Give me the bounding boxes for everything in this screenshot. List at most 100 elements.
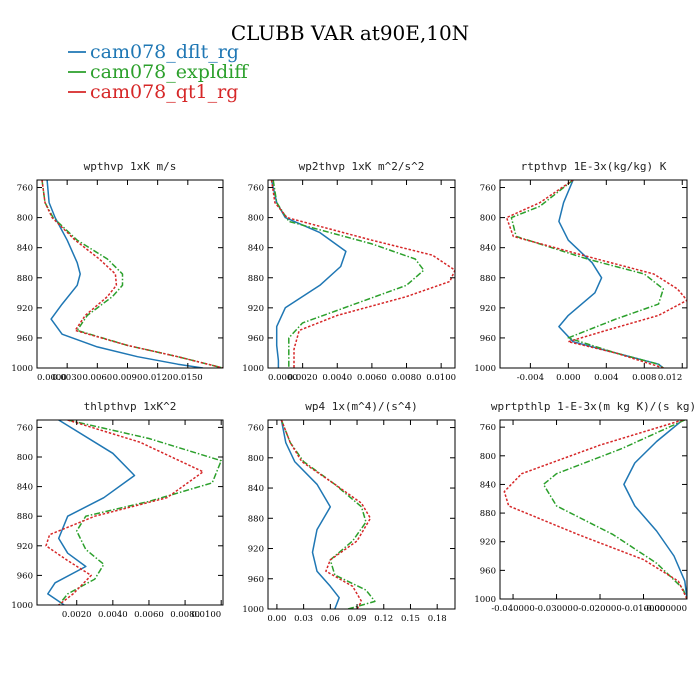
series-line-4-1 xyxy=(280,420,376,609)
panel-0: wpthvp 1xK m/s 760 800 840 880 920 960 1000 0.00… xyxy=(11,160,224,383)
xtick-label-3-2: 0.0060 xyxy=(134,610,164,620)
ytick-label-2-5: 960 xyxy=(480,334,496,344)
ytick-label-3-2: 840 xyxy=(17,483,33,493)
series-line-3-1 xyxy=(58,420,222,605)
ytick-label-5-6: 1000 xyxy=(474,595,496,605)
series-line-3-0 xyxy=(47,420,136,605)
xtick-label-5-2: -0.020000 xyxy=(578,604,621,614)
series-line-2-0 xyxy=(558,180,664,368)
plot-frame-4 xyxy=(267,419,456,610)
panel-title-4: wp4 1x(m^4)/(s^4) xyxy=(305,400,418,413)
xtick-label-1-2: 0.0040 xyxy=(322,373,352,383)
series-line-5-0 xyxy=(623,420,687,599)
xtick-label-0-4: 0.0120 xyxy=(143,373,173,383)
xtick-label-5-4: -0.000000 xyxy=(644,604,687,614)
ytick-label-3-5: 960 xyxy=(17,571,33,581)
ytick-label-4-2: 840 xyxy=(248,484,264,494)
ytick-label-3-0: 760 xyxy=(17,423,33,433)
xtick-label-4-6: 0.18 xyxy=(428,614,447,624)
series-line-0-2 xyxy=(41,180,223,368)
ytick-label-2-6: 1000 xyxy=(474,364,496,374)
xtick-label-1-1: 0.0020 xyxy=(288,373,318,383)
panel-title-5: wprtpthlp 1-E-3x(m kg K)/(s kg) xyxy=(491,400,696,413)
xtick-label-3-1: 0.0040 xyxy=(98,610,128,620)
panel-1: wp2thvp 1xK m^2/s^2 760 800 840 880 920 960 100… xyxy=(242,160,456,383)
ytick-label-3-6: 1000 xyxy=(11,601,33,611)
xtick-label-1-0: 0.0000 xyxy=(268,373,298,383)
series-line-4-2 xyxy=(280,420,372,609)
panel-title-2: rtpthvp 1E-3x(kg/kg) K xyxy=(521,160,667,173)
legend: cam078_dflt_rgcam078_expldiffcam078_qt1_… xyxy=(68,41,249,103)
ytick-label-4-0: 760 xyxy=(248,424,264,434)
xtick-label-0-0: 0.0000 xyxy=(37,373,67,383)
ytick-label-4-4: 920 xyxy=(248,545,264,555)
xtick-label-5-1: -0.030000 xyxy=(535,604,578,614)
ytick-label-0-4: 920 xyxy=(17,304,33,314)
ytick-label-3-4: 920 xyxy=(17,542,33,552)
ytick-label-0-6: 1000 xyxy=(11,364,33,374)
panel-2: rtpthvp 1E-3x(kg/kg) K 760 800 840 880 920 960… xyxy=(474,160,688,383)
ytick-label-3-3: 880 xyxy=(17,512,33,522)
xtick-label-1-5: 0.0100 xyxy=(426,373,456,383)
panel-3: thlpthvp 1xK^2 760 800 840 880 920 960 1000 0.00… xyxy=(11,400,224,620)
xtick-label-4-3: 0.09 xyxy=(348,614,367,624)
panel-title-3: thlpthvp 1xK^2 xyxy=(84,400,177,413)
xtick-label-0-1: 0.0030 xyxy=(52,373,82,383)
ytick-label-1-0: 760 xyxy=(248,184,264,194)
ytick-label-5-2: 840 xyxy=(480,480,496,490)
xtick-label-5-3: -0.010000 xyxy=(622,604,665,614)
legend-label-2: cam078_qt1_rg xyxy=(90,81,238,103)
ytick-label-2-4: 920 xyxy=(480,304,496,314)
series-line-0-0 xyxy=(46,180,204,368)
ytick-label-3-1: 800 xyxy=(17,453,33,463)
xtick-label-2-4: 0.012 xyxy=(658,373,682,383)
ytick-label-1-1: 800 xyxy=(248,214,264,224)
ytick-label-2-2: 840 xyxy=(480,244,496,254)
series-line-5-2 xyxy=(503,420,687,599)
xtick-label-4-5: 0.15 xyxy=(401,614,420,624)
series-line-2-1 xyxy=(510,180,665,368)
ytick-label-1-2: 840 xyxy=(248,244,264,254)
ytick-label-1-4: 920 xyxy=(248,304,264,314)
series-line-1-0 xyxy=(270,180,347,368)
ytick-label-2-0: 760 xyxy=(480,184,496,194)
xtick-label-3-3: 0.0080 xyxy=(170,610,200,620)
series-line-1-1 xyxy=(272,180,425,368)
xtick-label-2-0: -0.004 xyxy=(517,373,544,383)
plot-frame-3 xyxy=(36,419,224,606)
xtick-label-3-4: 0.0100 xyxy=(191,610,221,620)
ytick-label-4-1: 800 xyxy=(248,454,264,464)
plot-frame-1 xyxy=(267,179,456,369)
plot-frame-5 xyxy=(499,419,688,600)
ytick-label-0-0: 760 xyxy=(17,184,33,194)
xtick-label-0-2: 0.0060 xyxy=(82,373,112,383)
xtick-label-1-3: 0.0060 xyxy=(357,373,387,383)
ytick-label-5-5: 960 xyxy=(480,566,496,576)
xtick-label-5-0: -0.040000 xyxy=(491,604,534,614)
xtick-label-2-3: 0.008 xyxy=(632,373,656,383)
panel-4: wp4 1x(m^4)/(s^4)76080084088092096010000… xyxy=(242,400,456,624)
xtick-label-4-1: 0.03 xyxy=(294,614,313,624)
xtick-label-0-5: 0.0150 xyxy=(173,373,203,383)
ytick-label-5-4: 920 xyxy=(480,538,496,548)
xtick-label-4-4: 0.12 xyxy=(374,614,393,624)
ytick-label-0-3: 880 xyxy=(17,274,33,284)
series-line-3-2 xyxy=(45,420,204,605)
legend-label-0: cam078_dflt_rg xyxy=(90,41,239,63)
panel-title-0: wpthvp 1xK m/s xyxy=(84,160,177,173)
panel-5: wprtpthlp 1-E-3x(m kg K)/(s kg) 760 800 840… xyxy=(474,400,696,614)
xtick-label-0-3: 0.0090 xyxy=(113,373,143,383)
legend-label-1: cam078_expldiff xyxy=(90,61,249,83)
series-line-0-1 xyxy=(41,180,223,368)
xtick-label-2-1: 0.000 xyxy=(556,373,580,383)
panels: wpthvp 1xK m/s 760 800 840 880 920 960 1000 0.00… xyxy=(11,160,696,624)
xtick-label-4-0: 0.00 xyxy=(267,614,286,624)
xtick-label-2-2: 0.004 xyxy=(594,373,618,383)
ytick-label-0-1: 800 xyxy=(17,214,33,224)
ytick-label-0-5: 960 xyxy=(17,334,33,344)
ytick-label-2-1: 800 xyxy=(480,214,496,224)
series-line-5-1 xyxy=(542,420,687,599)
ytick-label-1-5: 960 xyxy=(248,334,264,344)
ytick-label-1-6: 1000 xyxy=(242,364,264,374)
